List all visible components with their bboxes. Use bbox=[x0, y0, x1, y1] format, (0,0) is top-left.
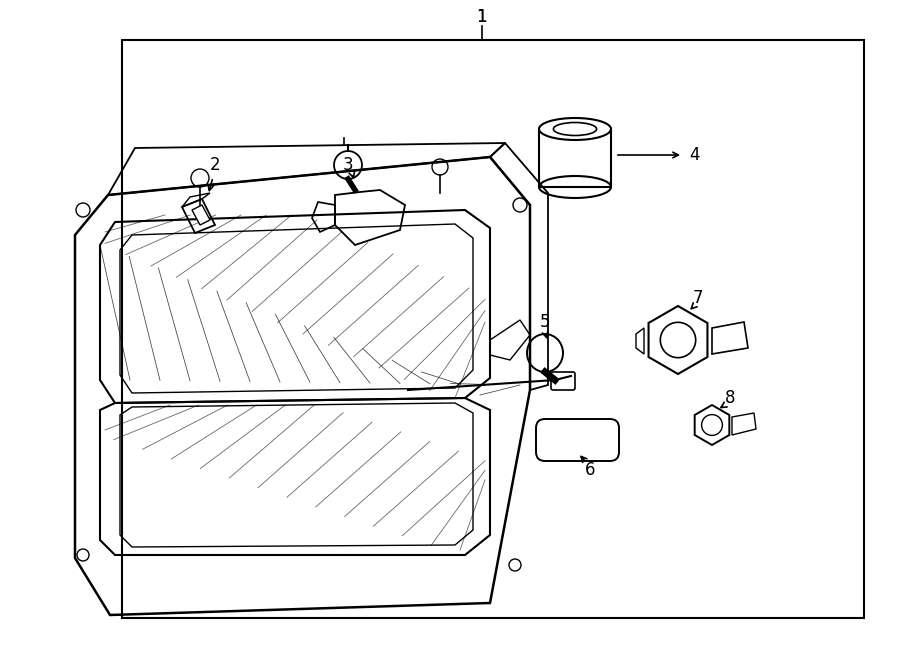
Text: 3: 3 bbox=[343, 156, 354, 174]
Text: 7: 7 bbox=[693, 289, 703, 307]
Text: 6: 6 bbox=[585, 461, 595, 479]
Text: 8: 8 bbox=[724, 389, 735, 407]
Text: 2: 2 bbox=[210, 156, 220, 174]
Ellipse shape bbox=[539, 118, 611, 140]
Text: 1: 1 bbox=[476, 7, 487, 26]
Text: 1: 1 bbox=[476, 7, 487, 26]
Text: 4: 4 bbox=[689, 146, 700, 164]
Bar bbox=[539, 129, 611, 187]
Polygon shape bbox=[192, 205, 210, 225]
Text: 5: 5 bbox=[540, 313, 550, 331]
Bar bbox=[122, 40, 864, 618]
